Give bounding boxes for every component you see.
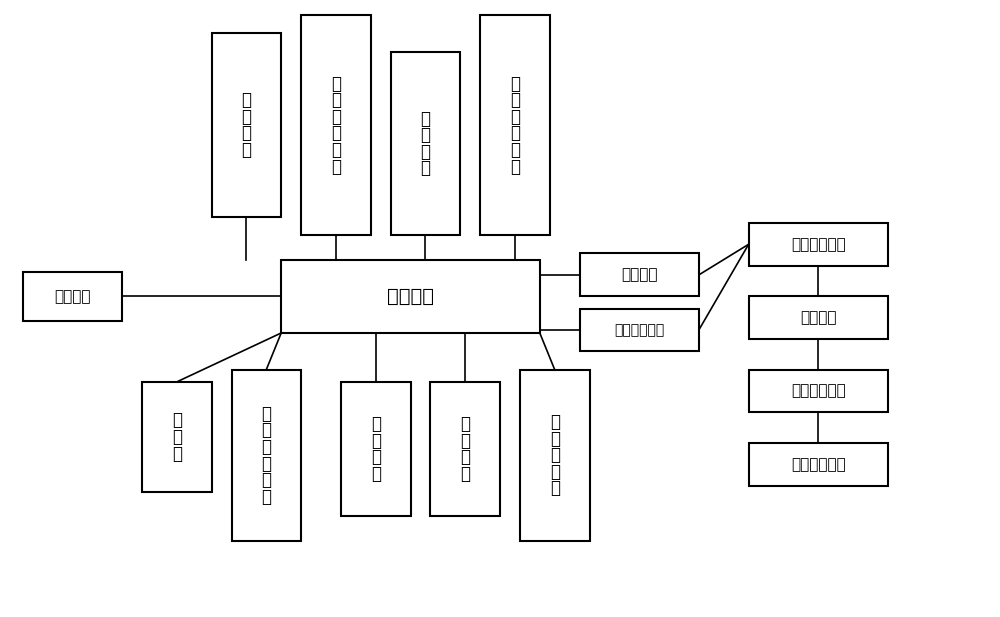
Bar bbox=[341, 382, 411, 516]
Text: 智
能
控
制
单
元: 智 能 控 制 单 元 bbox=[510, 75, 520, 176]
Text: 发
酵
罐: 发 酵 罐 bbox=[172, 412, 182, 463]
Bar bbox=[480, 15, 550, 235]
Bar bbox=[142, 382, 212, 492]
Bar bbox=[23, 272, 122, 321]
Bar bbox=[301, 15, 371, 235]
Text: 发酵单元: 发酵单元 bbox=[387, 287, 434, 306]
Bar bbox=[749, 443, 888, 486]
Text: 造粒烘干单元: 造粒烘干单元 bbox=[791, 384, 846, 399]
Text: 研磨粉碎单元: 研磨粉碎单元 bbox=[791, 237, 846, 252]
Bar bbox=[580, 308, 699, 351]
Bar bbox=[749, 370, 888, 412]
Text: 加
热
机
构: 加 热 机 构 bbox=[460, 415, 470, 483]
Text: 余热回收单元: 余热回收单元 bbox=[614, 323, 664, 337]
Bar bbox=[430, 382, 500, 516]
Text: 加
热
机
构: 加 热 机 构 bbox=[371, 415, 381, 483]
Bar bbox=[580, 254, 699, 296]
Text: 自
动
上
料
机
构: 自 动 上 料 机 构 bbox=[331, 75, 341, 176]
Bar bbox=[391, 52, 460, 235]
Text: 混配单元: 混配单元 bbox=[800, 310, 836, 325]
Text: 热
交
换
机
构: 热 交 换 机 构 bbox=[550, 413, 560, 497]
Text: 喷
淋
机
构: 喷 淋 机 构 bbox=[241, 91, 251, 159]
Bar bbox=[281, 260, 540, 333]
Bar bbox=[520, 370, 590, 541]
Bar bbox=[212, 33, 281, 217]
Text: 压滤单元: 压滤单元 bbox=[621, 267, 657, 283]
Text: 切割单元: 切割单元 bbox=[54, 289, 91, 304]
Text: 搅
拌
机
构: 搅 拌 机 构 bbox=[420, 109, 430, 177]
Bar bbox=[749, 223, 888, 266]
Bar bbox=[749, 296, 888, 339]
Text: 沼
气
回
收
机
构: 沼 气 回 收 机 构 bbox=[261, 405, 271, 506]
Text: 成品分装单元: 成品分装单元 bbox=[791, 457, 846, 472]
Bar bbox=[232, 370, 301, 541]
